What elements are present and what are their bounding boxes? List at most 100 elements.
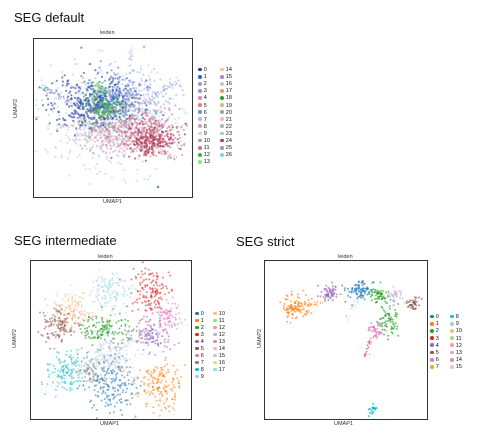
data-point xyxy=(144,376,146,378)
scatter-plot xyxy=(34,45,192,189)
legend-item: 6 xyxy=(198,110,207,117)
data-point xyxy=(51,110,54,113)
data-point xyxy=(388,292,391,295)
data-point xyxy=(75,127,78,130)
data-point xyxy=(163,341,166,344)
data-point xyxy=(90,129,94,132)
data-point xyxy=(392,323,395,326)
data-point xyxy=(82,134,86,137)
data-point xyxy=(155,112,158,115)
data-point xyxy=(88,168,91,171)
data-point xyxy=(55,118,58,122)
data-point xyxy=(82,76,85,80)
legend-item: 12 xyxy=(213,332,225,339)
legend: 0 1 2 3 4 5 6 7 8 9 10 11 12 13 14 15 16 17 18 19 20 21 22 23 24… xyxy=(198,67,248,197)
data-point xyxy=(110,354,113,357)
data-point xyxy=(111,386,114,389)
data-point xyxy=(47,376,50,378)
data-point xyxy=(121,338,124,341)
data-point xyxy=(102,121,105,124)
data-point xyxy=(376,324,379,327)
data-point xyxy=(93,389,96,392)
data-point xyxy=(108,130,111,133)
data-point xyxy=(150,296,153,299)
data-point xyxy=(61,386,64,389)
data-point xyxy=(92,375,95,378)
data-point xyxy=(167,371,170,373)
data-point xyxy=(101,286,103,288)
data-point xyxy=(128,371,131,374)
data-point xyxy=(358,280,361,283)
data-point xyxy=(124,87,127,90)
data-point xyxy=(138,147,141,150)
data-point xyxy=(156,386,159,389)
data-point xyxy=(116,366,119,368)
data-point xyxy=(58,126,61,129)
data-point xyxy=(136,114,139,117)
data-point xyxy=(122,137,125,140)
data-point xyxy=(146,371,149,374)
data-point xyxy=(100,358,103,361)
data-point xyxy=(114,331,117,334)
data-point xyxy=(74,139,77,142)
data-point xyxy=(117,389,120,392)
data-point xyxy=(101,90,104,92)
data-point xyxy=(104,305,107,308)
data-point xyxy=(114,299,117,302)
data-point xyxy=(58,93,60,95)
data-point xyxy=(410,306,413,309)
data-point xyxy=(73,109,76,112)
data-point xyxy=(106,95,109,98)
data-point xyxy=(286,298,289,301)
data-point xyxy=(395,328,398,330)
legend-item: 5 xyxy=(430,350,439,357)
data-point xyxy=(100,117,103,120)
data-point xyxy=(112,273,115,276)
data-point xyxy=(111,126,114,129)
data-point xyxy=(157,115,160,118)
data-point xyxy=(71,313,74,316)
data-point xyxy=(80,75,83,78)
data-point xyxy=(56,375,59,378)
data-point xyxy=(96,84,99,87)
data-point xyxy=(144,295,147,298)
data-point xyxy=(113,380,116,383)
data-point xyxy=(151,93,153,95)
data-point xyxy=(167,125,170,128)
legend-label: 22 xyxy=(225,123,232,130)
data-point xyxy=(82,369,85,372)
data-point xyxy=(54,318,56,321)
data-point xyxy=(301,303,303,306)
legend-label: 3 xyxy=(203,88,207,95)
data-point xyxy=(71,317,74,320)
data-point xyxy=(73,125,75,128)
data-point xyxy=(89,131,92,133)
data-point xyxy=(174,104,177,107)
data-point xyxy=(43,314,46,317)
data-point xyxy=(91,82,94,85)
data-point xyxy=(150,121,153,124)
data-point xyxy=(290,308,292,310)
data-point xyxy=(116,113,119,116)
data-point xyxy=(51,320,54,323)
legend-label: 2 xyxy=(203,81,207,88)
legend-swatch xyxy=(198,145,202,150)
data-point xyxy=(70,300,73,303)
data-point xyxy=(107,354,109,356)
data-point xyxy=(116,112,119,115)
data-point xyxy=(115,99,118,102)
data-point xyxy=(178,386,181,389)
data-point xyxy=(130,330,133,333)
data-point xyxy=(125,124,128,127)
data-point xyxy=(302,289,305,292)
data-point xyxy=(360,292,362,295)
legend-swatch xyxy=(450,350,454,355)
x-axis-label: UMAP1 xyxy=(334,421,353,427)
data-point xyxy=(148,79,151,82)
data-point xyxy=(122,342,125,345)
data-point xyxy=(104,125,107,128)
data-point xyxy=(168,81,171,84)
data-point xyxy=(145,132,148,135)
data-point xyxy=(118,128,121,131)
data-point xyxy=(131,50,133,52)
